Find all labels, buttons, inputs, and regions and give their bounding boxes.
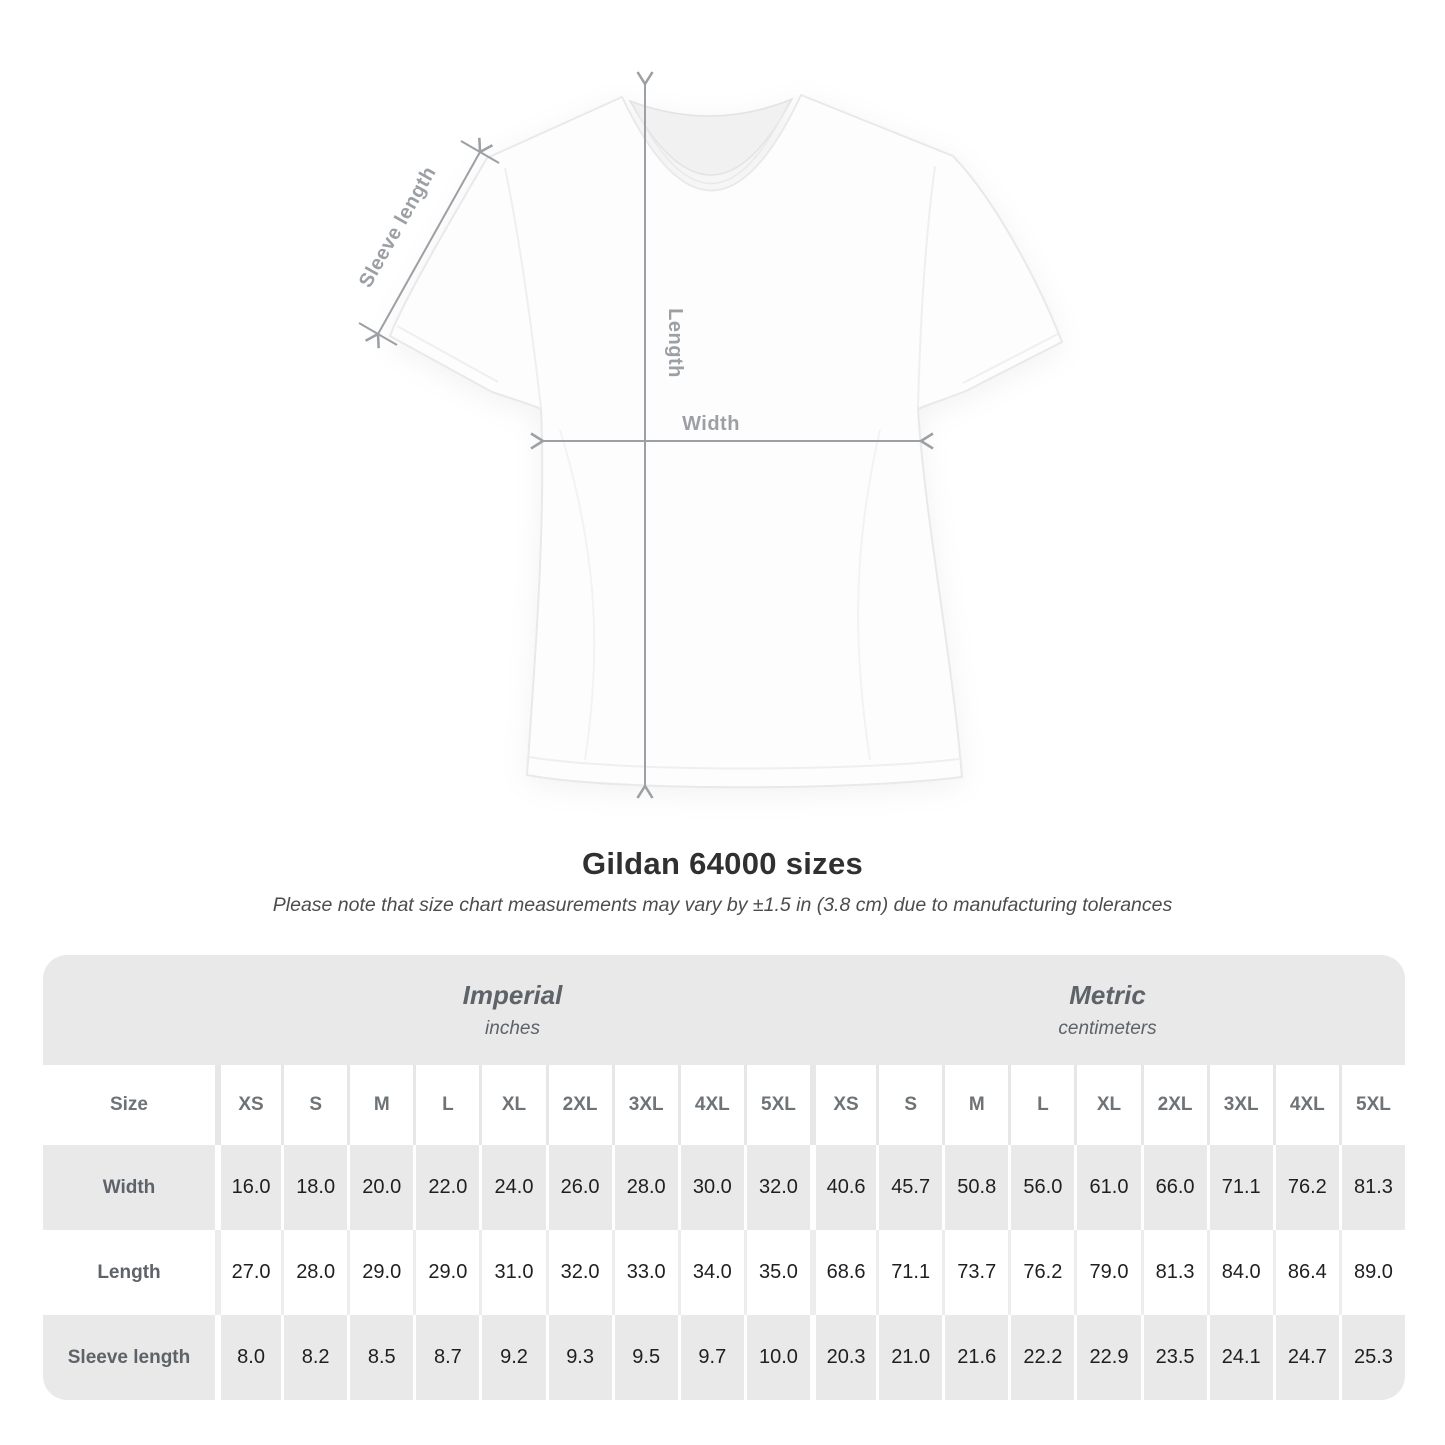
table-row-width: Width 16.0 18.0 20.0 22.0 24.0 26.0 28.0… — [43, 1145, 1405, 1230]
table-cell: 24.7 — [1272, 1315, 1339, 1400]
table-cell: 9.5 — [611, 1315, 678, 1400]
table-cell: 33.0 — [611, 1230, 678, 1315]
table-cell: 25.3 — [1338, 1315, 1405, 1400]
table-cell: 20.0 — [347, 1145, 413, 1230]
sleeve-length-tick-bottom — [358, 322, 398, 346]
size-col-header: 4XL — [1272, 1065, 1339, 1145]
table-cell: 8.2 — [281, 1315, 347, 1400]
table-cell: 10.0 — [743, 1315, 810, 1400]
tshirt-collar — [628, 97, 794, 176]
table-cell: 30.0 — [677, 1145, 744, 1230]
size-col-header: 3XL — [611, 1065, 678, 1145]
tolerance-note: Please note that size chart measurements… — [272, 894, 1173, 916]
table-cell: 68.6 — [810, 1230, 876, 1315]
metric-unit: centimeters — [1058, 1018, 1157, 1039]
size-col-header: 2XL — [1140, 1065, 1207, 1145]
row-label: Width — [102, 1176, 156, 1198]
width-label: Width — [682, 413, 740, 435]
table-cell: 89.0 — [1338, 1230, 1405, 1315]
size-col-header: 4XL — [677, 1065, 744, 1145]
table-cell: 76.2 — [1272, 1145, 1339, 1230]
imperial-group-header: Imperial inches — [215, 955, 810, 1065]
metric-label: Metric — [1069, 980, 1146, 1010]
table-cell: 27.0 — [215, 1230, 281, 1315]
size-col-header: S — [281, 1065, 347, 1145]
table-cell: 81.3 — [1338, 1145, 1405, 1230]
table-cell: 9.7 — [677, 1315, 744, 1400]
size-table: Imperial inches Metric centimeters Size … — [43, 955, 1405, 1400]
table-cell: 61.0 — [1074, 1145, 1140, 1230]
table-cell: 32.0 — [743, 1145, 810, 1230]
table-cell: 66.0 — [1140, 1145, 1207, 1230]
table-cell: 76.2 — [1008, 1230, 1074, 1315]
table-row-sleeve-length: Sleeve length 8.0 8.2 8.5 8.7 9.2 9.3 9.… — [43, 1315, 1405, 1400]
table-cell: 71.1 — [1206, 1145, 1273, 1230]
table-cell: 9.2 — [479, 1315, 545, 1400]
sleeve-length-arrow — [364, 137, 494, 349]
table-cell: 31.0 — [479, 1230, 545, 1315]
table-cell: 8.7 — [413, 1315, 479, 1400]
table-cell: 29.0 — [347, 1230, 413, 1315]
size-col-header: 5XL — [1338, 1065, 1405, 1145]
size-col-header: 5XL — [743, 1065, 810, 1145]
size-col-header: M — [942, 1065, 1008, 1145]
table-cell: 21.0 — [876, 1315, 942, 1400]
table-cell: 35.0 — [743, 1230, 810, 1315]
size-col-header: XS — [215, 1065, 281, 1145]
table-cell: 32.0 — [545, 1230, 612, 1315]
table-cell: 26.0 — [545, 1145, 612, 1230]
size-header: Size — [109, 1094, 149, 1115]
table-cell: 8.0 — [215, 1315, 281, 1400]
table-cell: 81.3 — [1140, 1230, 1207, 1315]
table-cell: 22.2 — [1008, 1315, 1074, 1400]
size-col-header: 2XL — [545, 1065, 612, 1145]
table-cell: 56.0 — [1008, 1145, 1074, 1230]
size-col-header: M — [347, 1065, 413, 1145]
table-cell: 29.0 — [413, 1230, 479, 1315]
table-cell: 16.0 — [215, 1145, 281, 1230]
tshirt-measurement-diagram: Length Width Sleeve length — [355, 71, 1064, 799]
table-cell: 28.0 — [281, 1230, 347, 1315]
table-cell: 86.4 — [1272, 1230, 1339, 1315]
table-cell: 84.0 — [1206, 1230, 1273, 1315]
table-cell: 28.0 — [611, 1145, 678, 1230]
table-cell: 22.0 — [413, 1145, 479, 1230]
table-cell: 22.9 — [1074, 1315, 1140, 1400]
table-cell: 21.6 — [942, 1315, 1008, 1400]
size-col-header: XS — [810, 1065, 876, 1145]
table-cell: 18.0 — [281, 1145, 347, 1230]
page-title: Gildan 64000 sizes — [581, 846, 864, 881]
table-cell: 24.0 — [479, 1145, 545, 1230]
size-header-row: Size XS S M L XL 2XL 3XL 4XL 5XL XS S M … — [43, 1065, 1405, 1145]
table-cell: 45.7 — [876, 1145, 942, 1230]
table-cell: 24.1 — [1206, 1315, 1273, 1400]
row-label: Sleeve length — [67, 1346, 191, 1368]
table-cell: 50.8 — [942, 1145, 1008, 1230]
imperial-label: Imperial — [462, 980, 563, 1010]
table-cell: 73.7 — [942, 1230, 1008, 1315]
size-col-header: 3XL — [1206, 1065, 1273, 1145]
size-col-header: XL — [1074, 1065, 1140, 1145]
table-cell: 20.3 — [810, 1315, 876, 1400]
length-label: Length — [664, 308, 686, 378]
table-cell: 8.5 — [347, 1315, 413, 1400]
table-cell: 79.0 — [1074, 1230, 1140, 1315]
size-col-header: S — [876, 1065, 942, 1145]
imperial-unit: inches — [485, 1018, 540, 1039]
table-cell: 34.0 — [677, 1230, 744, 1315]
table-cell: 9.3 — [545, 1315, 612, 1400]
size-col-header: L — [413, 1065, 479, 1145]
row-label: Length — [97, 1261, 161, 1283]
table-row-length: Length 27.0 28.0 29.0 29.0 31.0 32.0 33.… — [43, 1230, 1405, 1315]
table-cell: 71.1 — [876, 1230, 942, 1315]
sleeve-length-tick-top — [460, 140, 500, 164]
unit-group-row: Imperial inches Metric centimeters — [43, 955, 1405, 1065]
size-col-header: L — [1008, 1065, 1074, 1145]
size-col-header: XL — [479, 1065, 545, 1145]
table-cell: 23.5 — [1140, 1315, 1207, 1400]
table-cell: 40.6 — [810, 1145, 876, 1230]
group-band-spacer — [43, 955, 215, 1065]
metric-group-header: Metric centimeters — [810, 955, 1405, 1065]
